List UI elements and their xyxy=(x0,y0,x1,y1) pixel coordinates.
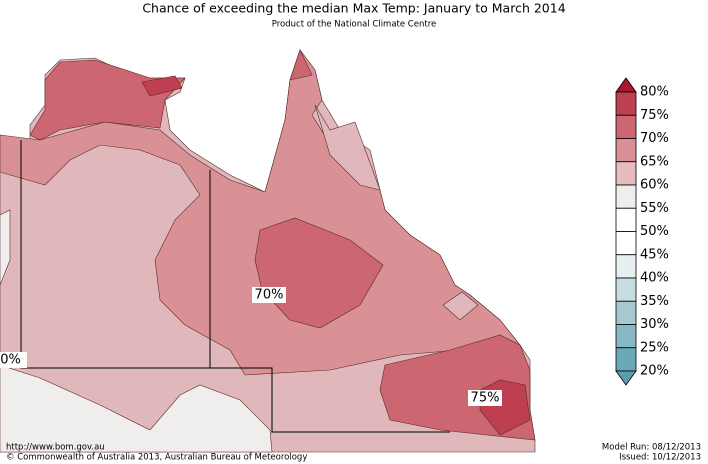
label-bg xyxy=(252,287,286,303)
legend-label: 25% xyxy=(640,340,669,355)
legend-swatch xyxy=(615,300,637,325)
legend-label: 65% xyxy=(640,154,669,169)
legend-swatch xyxy=(615,207,637,232)
legend-label: 20% xyxy=(640,364,669,379)
footer-copyright: © Commonwealth of Australia 2013, Austra… xyxy=(6,453,307,463)
legend-label: 60% xyxy=(640,178,669,193)
legend-extend xyxy=(615,77,637,93)
legend-label: 80% xyxy=(640,85,669,100)
border xyxy=(20,140,450,433)
legend-label: 55% xyxy=(640,201,669,216)
legend-label: 40% xyxy=(640,271,669,286)
land-60-patch xyxy=(314,104,381,191)
legend-label: 45% xyxy=(640,247,669,262)
subtitle: Product of the National Climate Centre xyxy=(272,20,436,30)
land-70 xyxy=(29,59,186,141)
land-55 xyxy=(0,209,11,286)
footer: http://www.bom.gov.au © Commonwealth of … xyxy=(6,443,701,463)
legend-swatch xyxy=(615,254,637,279)
legend-label: 70% xyxy=(640,131,669,146)
legend-label: 30% xyxy=(640,317,669,332)
legend-swatch xyxy=(615,184,637,209)
footer-url: http://www.bom.gov.au xyxy=(6,443,105,453)
contour-label: 70% xyxy=(255,288,284,303)
land-70 xyxy=(254,217,384,329)
footer-model-run: Model Run: 08/12/2013 xyxy=(602,443,701,453)
legend-swatch xyxy=(615,277,637,302)
legend: 80% 75% 70% 65% 60% 55% 50% 45% 40% 35% 30% 25% 20% xyxy=(615,77,669,386)
map xyxy=(0,49,536,453)
legend-swatch xyxy=(615,114,637,139)
legend-swatch xyxy=(615,231,637,256)
legend-label: 35% xyxy=(640,294,669,309)
footer-issued: Issued: 10/12/2013 xyxy=(619,453,701,463)
land-70 xyxy=(289,49,313,81)
contour-label: 60% xyxy=(0,353,21,368)
label-bg xyxy=(468,390,502,406)
land-65 xyxy=(0,49,521,376)
legend-swatch xyxy=(615,324,637,349)
land-55 xyxy=(0,364,273,453)
legend-label: 50% xyxy=(640,224,669,239)
land-60-patch xyxy=(442,291,479,321)
legend-swatch xyxy=(615,138,637,163)
legend-swatch xyxy=(615,91,637,116)
legend-label: 75% xyxy=(640,108,669,123)
label-bg xyxy=(0,352,27,368)
legend-swatch xyxy=(615,347,637,372)
contour-label: 75% xyxy=(471,391,500,406)
land-75 xyxy=(141,75,183,97)
state-borders xyxy=(20,140,450,433)
contour-labels: 70% 75% 60% xyxy=(0,287,502,406)
legend-swatch xyxy=(615,161,637,186)
legend-extend xyxy=(615,370,637,386)
title: Chance of exceeding the median Max Temp:… xyxy=(142,1,565,16)
